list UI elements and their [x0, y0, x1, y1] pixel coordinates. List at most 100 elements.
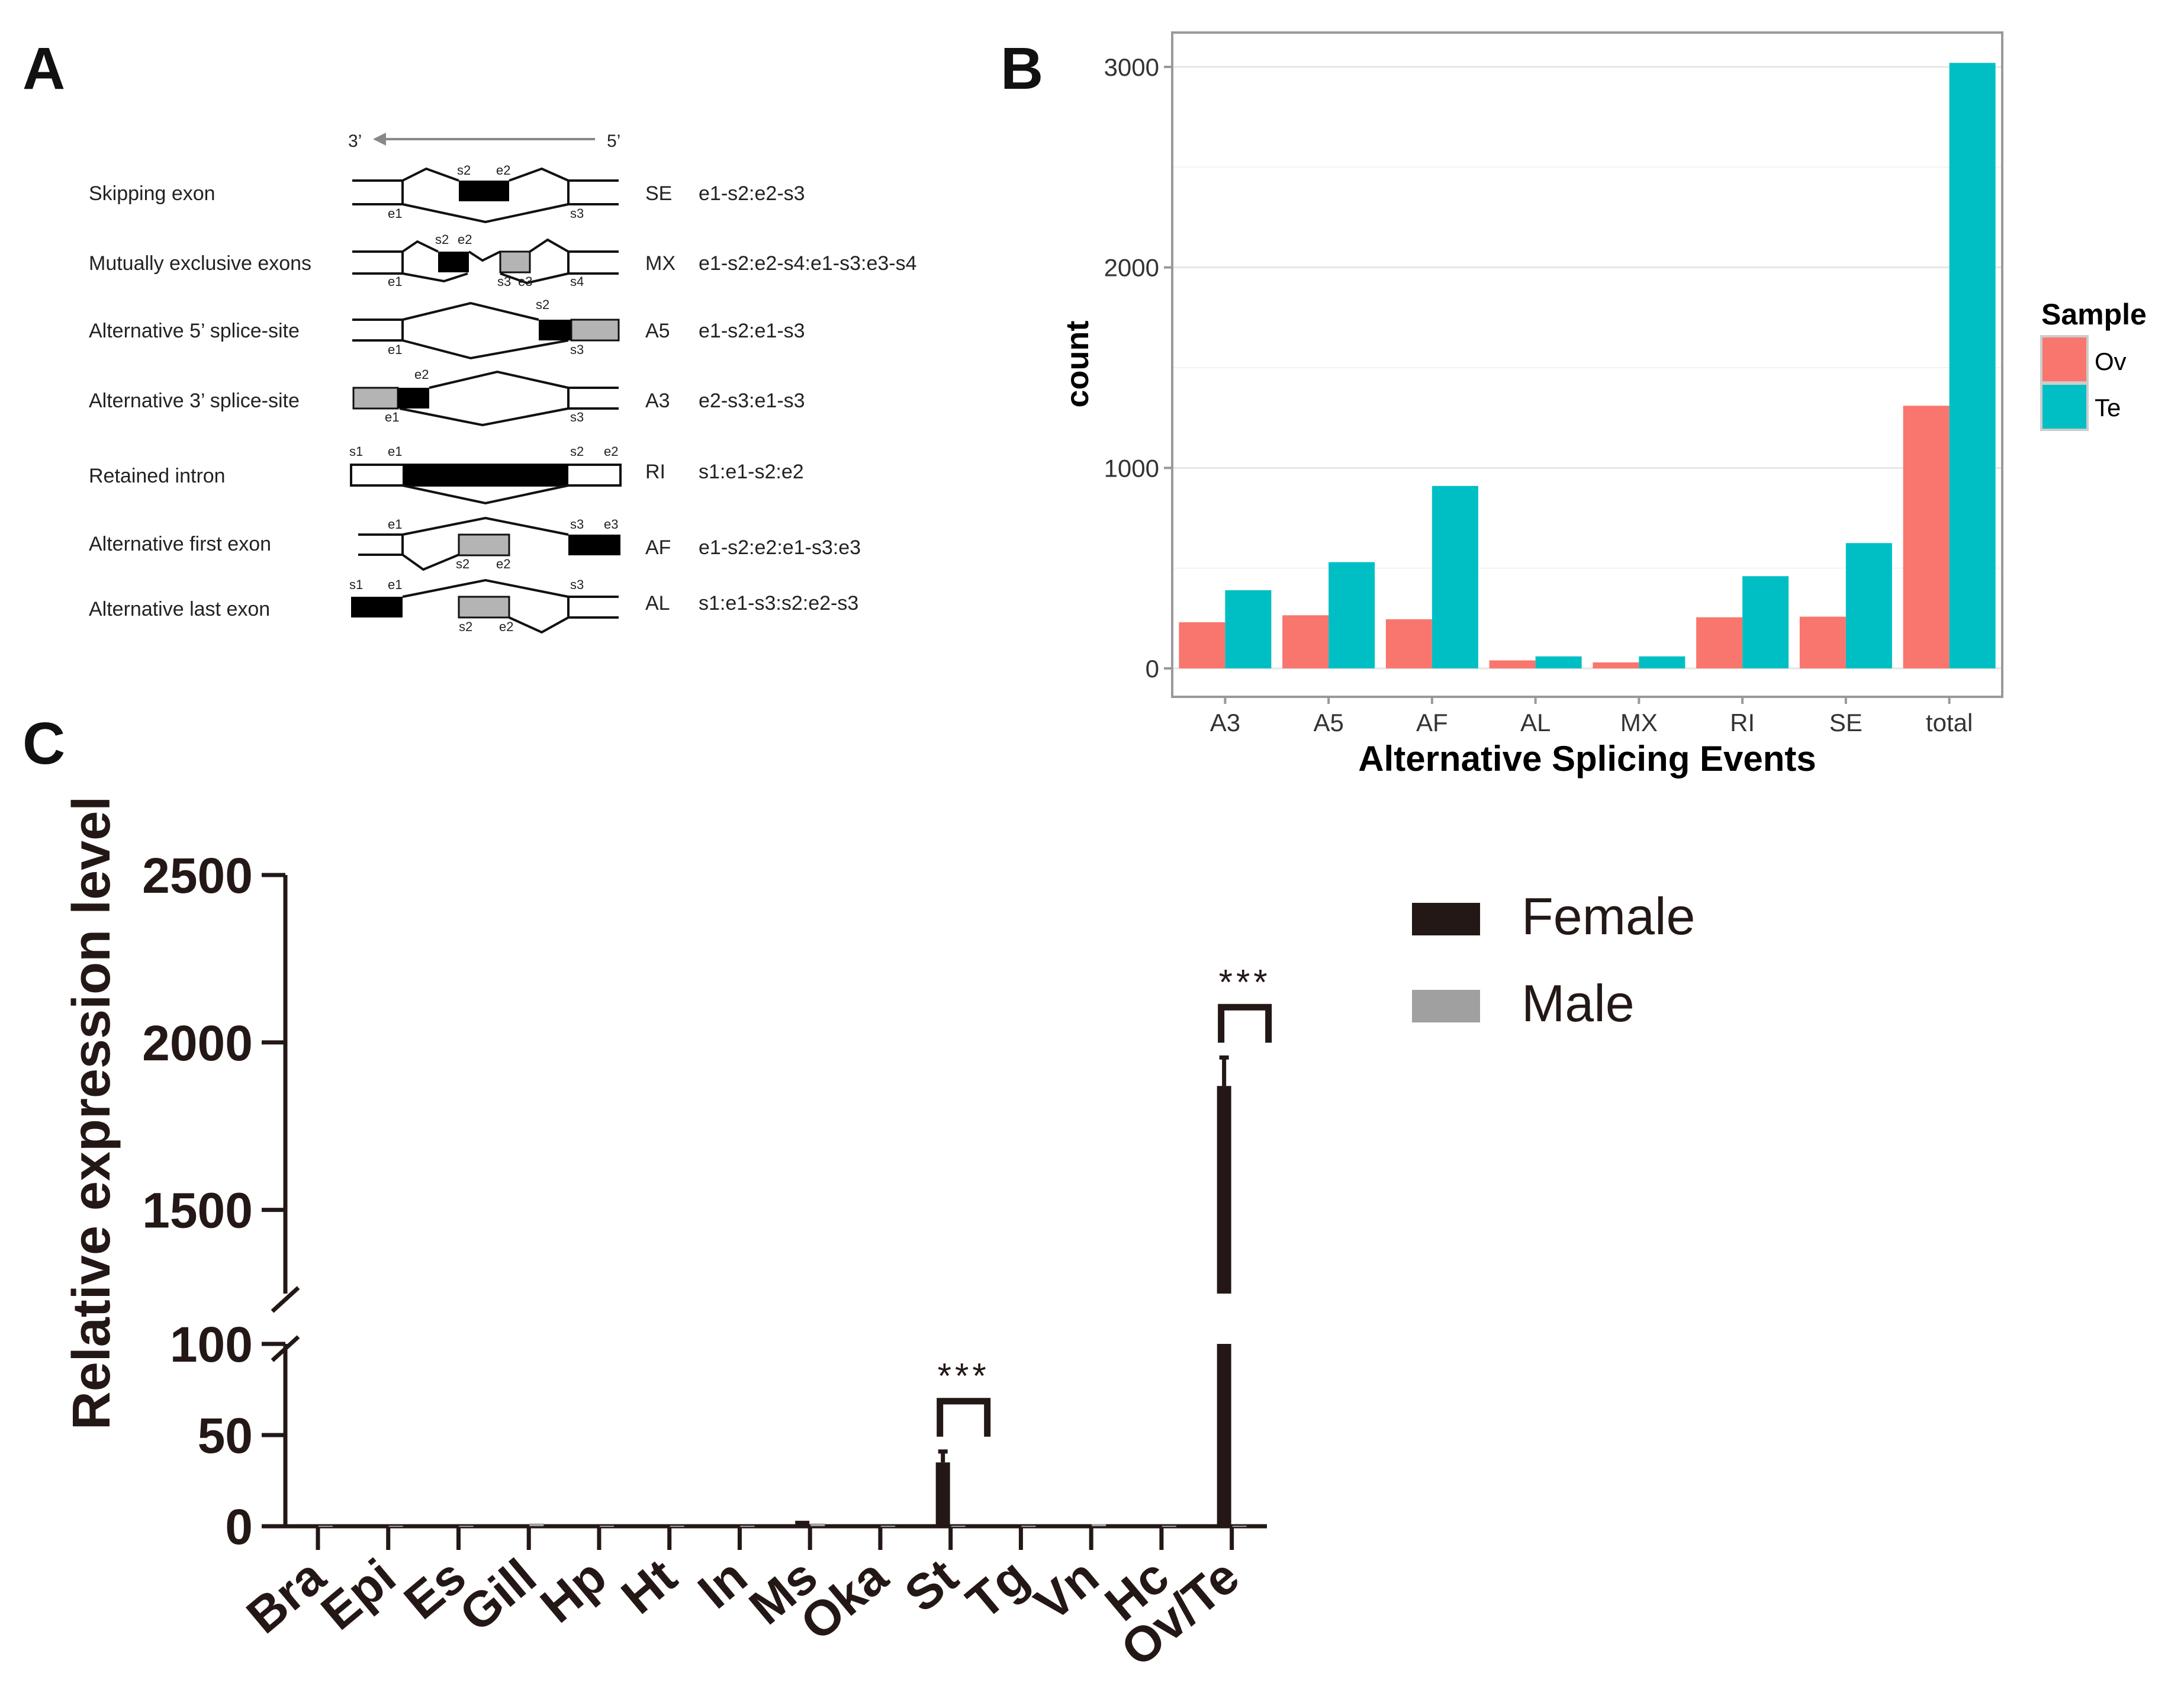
splicing-schematic-panel: 3’ 5’ Skipping exon SE e1-s2:e2-s3 s2 e2 e…	[89, 131, 917, 634]
event-code: A3	[645, 390, 670, 412]
bar-male-vn	[1092, 1524, 1106, 1526]
event-row-ri: Retained intron RI s1:e1-s2:e2 s1 e1 s2 e2	[89, 444, 804, 505]
svg-text:s2: s2	[459, 619, 472, 634]
bar-ov-a3	[1179, 622, 1225, 668]
legend-swatch-male	[1412, 990, 1480, 1022]
bar-female-epi	[373, 1526, 388, 1527]
legend-title: Sample	[2041, 298, 2147, 331]
significance-markers: *** ***	[937, 962, 1272, 1437]
bar-female-ht	[654, 1526, 669, 1527]
event-formula: e2-s3:e1-s3	[699, 390, 805, 412]
bar-group	[303, 1055, 1247, 1527]
bar-female-ov-te-upper	[1217, 1086, 1231, 1294]
x-tick-label: MX	[1620, 709, 1658, 736]
svg-text:s3: s3	[570, 577, 584, 592]
event-row-af: Alternative first exon AF e1-s2:e2:e1-s3…	[89, 516, 861, 571]
event-name: Alternative last exon	[89, 598, 270, 620]
event-name: Skipping exon	[89, 182, 215, 205]
panel-label-b: B	[1001, 36, 1043, 102]
x-tick-label: total	[1926, 709, 1973, 736]
svg-text:s3: s3	[497, 274, 511, 289]
event-code: MX	[645, 252, 676, 275]
svg-text:e3: e3	[518, 274, 532, 289]
legend: Sample Ov Te	[2040, 298, 2147, 431]
svg-text:s3: s3	[570, 206, 584, 221]
significance-label-st: ***	[938, 1356, 990, 1396]
bar-te-a5	[1329, 562, 1375, 668]
svg-text:s4: s4	[570, 274, 584, 289]
bar-ov-af	[1385, 619, 1432, 668]
svg-text:e1: e1	[388, 206, 402, 221]
y-tick-label: 0	[1146, 655, 1159, 683]
bar-ov-se	[1799, 616, 1846, 668]
event-name: Alternative 5’ splice-site	[89, 320, 300, 342]
legend-label-male: Male	[1522, 974, 1635, 1032]
svg-text:e1: e1	[385, 410, 399, 424]
svg-text:e2: e2	[499, 619, 513, 634]
exon-block	[459, 181, 509, 201]
bar-te-se	[1845, 543, 1892, 668]
bar-group	[1179, 63, 1996, 668]
bar-male-hc	[1162, 1526, 1176, 1527]
svg-text:s2: s2	[457, 163, 471, 178]
svg-text:e2: e2	[496, 557, 510, 571]
bar-te-a3	[1225, 590, 1272, 668]
svg-text:s3: s3	[570, 342, 584, 357]
svg-text:e1: e1	[388, 342, 402, 357]
svg-text:s2: s2	[570, 444, 584, 459]
direction-arrowhead	[373, 133, 386, 146]
y-tick-label: 1500	[142, 1183, 253, 1239]
bar-ov-total	[1903, 406, 1950, 668]
legend-label-female: Female	[1522, 887, 1695, 945]
bar-te-mx	[1639, 656, 1685, 668]
svg-text:e1: e1	[388, 517, 402, 532]
legend-label-ov: Ov	[2095, 348, 2127, 375]
event-name: Alternative 3’ splice-site	[89, 390, 300, 412]
bar-male-in	[740, 1526, 755, 1527]
event-code: A5	[645, 320, 670, 342]
event-row-al: Alternative last exon AL s1:e1-s3:s2:e2-…	[89, 577, 858, 634]
bar-female-gill	[514, 1525, 529, 1527]
x-tick-label: A5	[1313, 709, 1343, 736]
y-tick-label: 3000	[1104, 53, 1159, 81]
axis-break-mark	[271, 1335, 300, 1362]
x-tick-label: AF	[1416, 709, 1448, 736]
y-axis: 0 1000 2000 3000	[1104, 53, 1173, 683]
legend-label-te: Te	[2095, 394, 2121, 422]
y-tick-label: 50	[198, 1408, 253, 1463]
bar-te-af	[1432, 485, 1478, 668]
svg-text:s1: s1	[349, 577, 363, 592]
event-name: Alternative first exon	[89, 533, 271, 555]
bar-male-ht	[670, 1526, 684, 1527]
event-formula: e1-s2:e2:e1-s3:e3	[699, 536, 861, 559]
bar-ov-a5	[1282, 615, 1329, 668]
svg-text:e1: e1	[388, 274, 402, 289]
x-axis: A3 A5 AF AL MX RI SE total	[1210, 696, 1973, 736]
y-axis-title: count	[1060, 321, 1095, 408]
bar-male-tg	[1021, 1526, 1036, 1527]
legend-swatch-female	[1412, 903, 1480, 935]
svg-text:e2: e2	[604, 444, 618, 459]
bar-female-hc	[1146, 1526, 1161, 1527]
bar-male-gill	[529, 1523, 544, 1526]
bar-male-epi	[388, 1526, 403, 1527]
event-row-mx: Mutually exclusive exons MX e1-s2:e2-s4:…	[89, 232, 917, 289]
svg-text:e3: e3	[604, 517, 618, 532]
bar-female-ov-te-lower	[1217, 1344, 1231, 1526]
x-tick-label: A3	[1210, 709, 1240, 736]
y-tick-label: 2000	[1104, 254, 1159, 282]
bar-male-ov-te	[1232, 1526, 1247, 1527]
bar-male-es	[459, 1526, 474, 1527]
svg-text:s2: s2	[536, 297, 549, 312]
direction-label-3prime: 3’	[348, 131, 362, 151]
svg-text:s3: s3	[570, 410, 584, 424]
panel-label-a: A	[22, 36, 65, 102]
bar-male-oka	[880, 1526, 895, 1527]
svg-text:s3: s3	[570, 517, 584, 532]
x-tick-label: RI	[1730, 709, 1755, 736]
bar-female-vn	[1076, 1526, 1091, 1527]
bar-ov-ri	[1696, 617, 1743, 668]
event-formula: e1-s2:e2-s4:e1-s3:e3-s4	[699, 252, 917, 275]
event-code: SE	[645, 182, 672, 205]
